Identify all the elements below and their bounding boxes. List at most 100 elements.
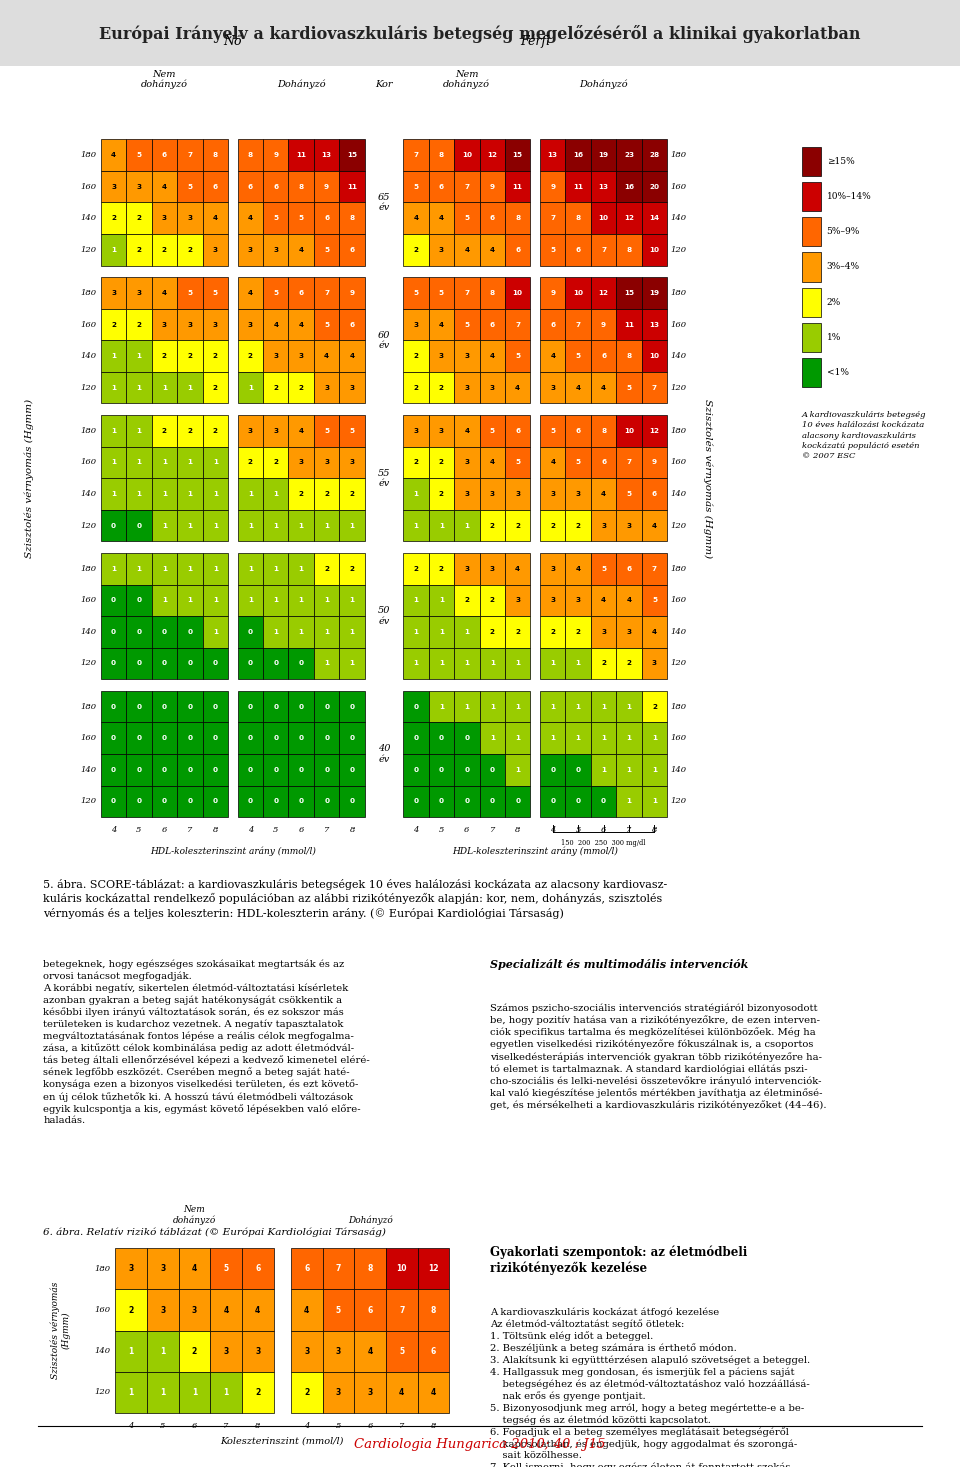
Text: 3: 3 bbox=[414, 428, 419, 434]
Bar bbox=[238, 310, 263, 340]
Bar bbox=[480, 553, 505, 584]
Bar bbox=[238, 509, 263, 541]
Text: 7: 7 bbox=[576, 321, 581, 327]
Bar bbox=[203, 478, 228, 509]
Bar bbox=[288, 585, 314, 616]
Bar bbox=[101, 373, 127, 403]
Text: 180: 180 bbox=[81, 565, 97, 572]
Text: 1: 1 bbox=[111, 491, 116, 497]
Text: 4: 4 bbox=[550, 459, 555, 465]
Bar bbox=[323, 1372, 354, 1413]
Bar bbox=[480, 446, 505, 478]
Text: 1: 1 bbox=[324, 522, 329, 528]
Bar bbox=[203, 310, 228, 340]
Bar bbox=[288, 509, 314, 541]
Text: 12: 12 bbox=[650, 428, 660, 434]
Text: 1: 1 bbox=[465, 660, 469, 666]
Text: Dohányzó: Dohányzó bbox=[348, 1216, 393, 1225]
Bar bbox=[480, 478, 505, 509]
Bar bbox=[242, 1331, 274, 1372]
Text: 0: 0 bbox=[111, 660, 116, 666]
Text: 2%: 2% bbox=[827, 298, 841, 307]
Text: 1: 1 bbox=[414, 491, 419, 497]
Bar bbox=[177, 202, 203, 233]
Text: 1: 1 bbox=[274, 597, 278, 603]
Text: 40
év: 40 év bbox=[377, 744, 391, 764]
Bar bbox=[314, 172, 340, 202]
Text: 3: 3 bbox=[550, 597, 555, 603]
Text: 120: 120 bbox=[81, 246, 97, 254]
Text: 4: 4 bbox=[162, 183, 167, 189]
Text: 4: 4 bbox=[399, 1388, 404, 1397]
Text: 0: 0 bbox=[576, 767, 581, 773]
Text: 6: 6 bbox=[550, 321, 555, 327]
Text: 10: 10 bbox=[650, 354, 660, 359]
Text: 5: 5 bbox=[601, 566, 606, 572]
Text: 50
év: 50 év bbox=[377, 606, 391, 626]
Bar bbox=[540, 478, 565, 509]
Text: 4: 4 bbox=[192, 1265, 197, 1273]
Bar bbox=[429, 202, 454, 233]
Text: 160: 160 bbox=[81, 183, 97, 191]
Bar bbox=[403, 509, 429, 541]
Text: 1: 1 bbox=[414, 597, 419, 603]
Bar bbox=[403, 373, 429, 403]
Text: 180: 180 bbox=[670, 565, 686, 572]
Text: 160: 160 bbox=[94, 1306, 110, 1314]
Bar bbox=[152, 373, 177, 403]
Bar bbox=[263, 553, 288, 584]
Text: 1: 1 bbox=[136, 428, 141, 434]
Text: 4: 4 bbox=[324, 354, 329, 359]
Text: 3: 3 bbox=[465, 566, 469, 572]
Bar bbox=[101, 415, 127, 446]
Text: 8: 8 bbox=[212, 826, 218, 833]
Text: 2: 2 bbox=[414, 566, 419, 572]
Bar bbox=[403, 415, 429, 446]
Bar bbox=[152, 202, 177, 233]
Bar bbox=[152, 616, 177, 648]
Bar bbox=[177, 509, 203, 541]
Text: 0: 0 bbox=[465, 767, 469, 773]
Text: 4: 4 bbox=[439, 321, 444, 327]
Text: 0: 0 bbox=[324, 735, 329, 741]
Text: 1: 1 bbox=[187, 459, 192, 465]
Text: ≥15%: ≥15% bbox=[827, 157, 854, 166]
Text: 3: 3 bbox=[550, 384, 555, 390]
Text: 1: 1 bbox=[224, 1388, 228, 1397]
Bar bbox=[101, 553, 127, 584]
Bar bbox=[288, 373, 314, 403]
Text: 15: 15 bbox=[624, 290, 635, 296]
Bar bbox=[505, 139, 530, 170]
Text: 3: 3 bbox=[304, 1347, 309, 1356]
Bar bbox=[565, 340, 590, 371]
Text: 8: 8 bbox=[516, 216, 520, 222]
Text: HDL-koleszterinszint arány (mmol/l): HDL-koleszterinszint arány (mmol/l) bbox=[452, 846, 618, 855]
Bar bbox=[263, 478, 288, 509]
Bar bbox=[127, 446, 152, 478]
Text: 7: 7 bbox=[465, 290, 469, 296]
Text: 140: 140 bbox=[81, 214, 97, 222]
Text: 7: 7 bbox=[626, 826, 632, 833]
Text: 1: 1 bbox=[160, 1388, 165, 1397]
Bar bbox=[386, 1372, 418, 1413]
Text: 140: 140 bbox=[670, 214, 686, 222]
Bar bbox=[203, 648, 228, 679]
Bar bbox=[127, 754, 152, 786]
Text: 11: 11 bbox=[624, 321, 634, 327]
Bar bbox=[590, 785, 616, 817]
Bar bbox=[203, 616, 228, 648]
Text: 9: 9 bbox=[349, 290, 354, 296]
Text: 3: 3 bbox=[627, 522, 632, 528]
Text: 0: 0 bbox=[162, 704, 167, 710]
Text: 1: 1 bbox=[192, 1388, 197, 1397]
Bar bbox=[429, 585, 454, 616]
Bar bbox=[540, 446, 565, 478]
Bar bbox=[263, 172, 288, 202]
Bar bbox=[429, 509, 454, 541]
Text: 120: 120 bbox=[670, 384, 686, 392]
Text: 0: 0 bbox=[136, 735, 141, 741]
Bar bbox=[152, 509, 177, 541]
Text: Európai Irányelv a kardiovaszkuláris betegség megelőzéséről a klinikai gyakorlat: Európai Irányelv a kardiovaszkuláris bet… bbox=[99, 25, 861, 43]
Bar bbox=[339, 478, 365, 509]
Text: 1: 1 bbox=[136, 459, 141, 465]
